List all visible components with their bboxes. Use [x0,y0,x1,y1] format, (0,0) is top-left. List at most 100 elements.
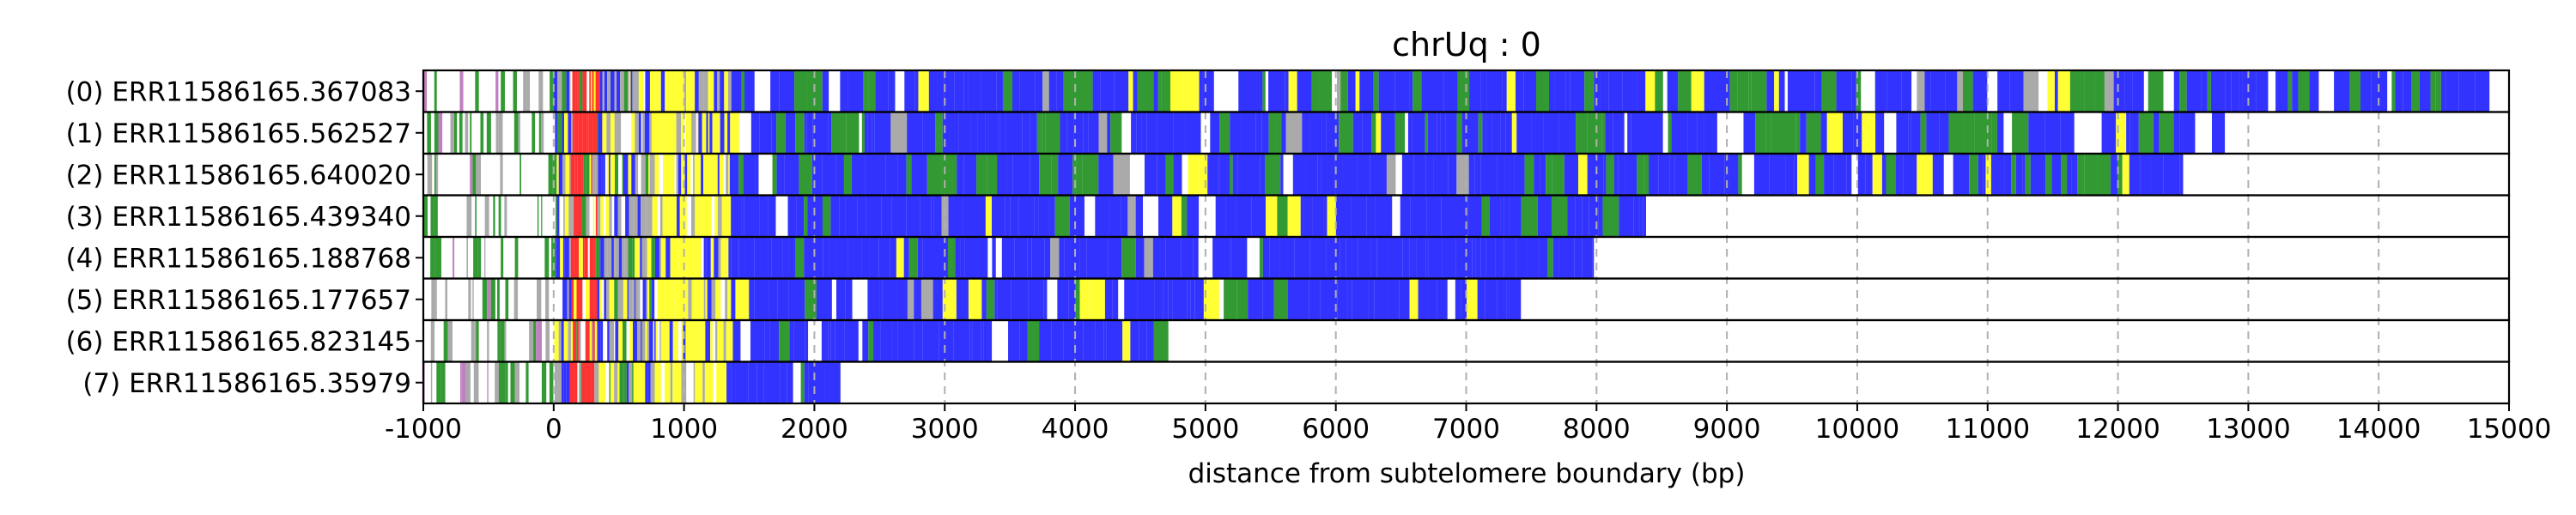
read-segment [624,237,629,279]
read-segment [551,237,556,279]
read-segment [1851,70,1856,112]
read-segment [1637,154,1644,196]
read-segment [501,361,506,403]
read-segment [572,70,576,112]
read-segment [623,361,627,403]
read-segment [944,70,955,112]
read-segment [1193,237,1199,279]
read-segment [727,112,731,154]
read-segment [1128,70,1133,112]
read-segment [637,361,641,403]
read-segment [1001,237,1015,279]
read-segment [2025,154,2031,196]
read-segment [1144,237,1153,279]
read-segment [443,320,448,362]
read-segment [1339,112,1353,154]
read-segment [1808,154,1816,196]
read-segment [487,320,489,362]
read-segment [1010,195,1019,237]
row-label: (6) ERR11586165.823145 [66,326,411,357]
read-segment [1606,154,1614,196]
read-segment [700,278,702,320]
read-segment [1095,195,1101,237]
read-segment [586,361,592,403]
read-segment [434,237,440,279]
read-segment [498,195,501,237]
read-segment [630,70,633,112]
read-segment [1582,237,1593,279]
read-segment [1285,112,1303,154]
read-segment [466,237,469,279]
read-segment [744,195,760,237]
row-label: (5) ERR11586165.177657 [66,285,411,316]
read-segment [1983,154,1986,196]
read-segment [568,154,571,196]
read-segment [659,320,661,362]
read-segment [2211,112,2226,154]
read-segment [764,320,770,362]
read-segment [690,320,693,362]
read-segment [562,112,565,154]
read-segment [2148,70,2164,112]
read-segment [2044,112,2061,154]
read-segment [651,278,655,320]
read-segment [1631,112,1646,154]
read-segment [670,361,673,403]
read-segment [1056,70,1064,112]
read-segment [637,195,641,237]
read-segment [589,237,594,279]
read-segment [700,195,704,237]
read-segment [615,237,619,279]
read-segment [1751,70,1767,112]
read-segment [518,112,520,154]
read-segment [627,278,629,320]
read-segment [1008,320,1020,362]
read-segment [1972,70,1988,112]
read-segment [1407,154,1414,196]
read-segment [450,112,454,154]
read-segment [669,320,672,362]
read-segment [1374,278,1389,320]
read-segment [1516,237,1528,279]
read-segment [848,237,862,279]
read-segment [607,320,610,362]
read-segment [2077,154,2085,196]
read-segment [1881,154,1886,196]
x-tick-label: 15000 [2467,414,2552,445]
read-segment [687,237,692,279]
read-segment [1924,70,1931,112]
read-segment [714,112,719,154]
read-segment [568,278,572,320]
read-segment [720,112,725,154]
read-segment [1678,70,1692,112]
read-segment [2132,70,2144,112]
read-segment [595,237,597,279]
read-segment [592,70,594,112]
read-segment [430,320,435,362]
read-segment [2094,70,2105,112]
read-segment [594,320,598,362]
read-segment [617,361,620,403]
read-segment [555,361,558,403]
read-segment [681,361,687,403]
read-segment [2458,70,2476,112]
read-segment [1846,154,1852,196]
read-segment [569,361,574,403]
read-segment [581,195,586,237]
read-segment [1433,154,1449,196]
read-segment [635,237,639,279]
read-segment [1658,154,1667,196]
read-segment [589,278,594,320]
read-segment [641,361,646,403]
read-segment [662,195,665,237]
read-segment [570,237,574,279]
read-segment [695,237,698,279]
read-segment [1489,195,1501,237]
read-segment [759,112,772,154]
read-segment [714,154,718,196]
read-segment [779,320,790,362]
read-segment [633,195,638,237]
read-segment [1280,154,1284,196]
read-segment [714,70,717,112]
read-segment [655,195,658,237]
